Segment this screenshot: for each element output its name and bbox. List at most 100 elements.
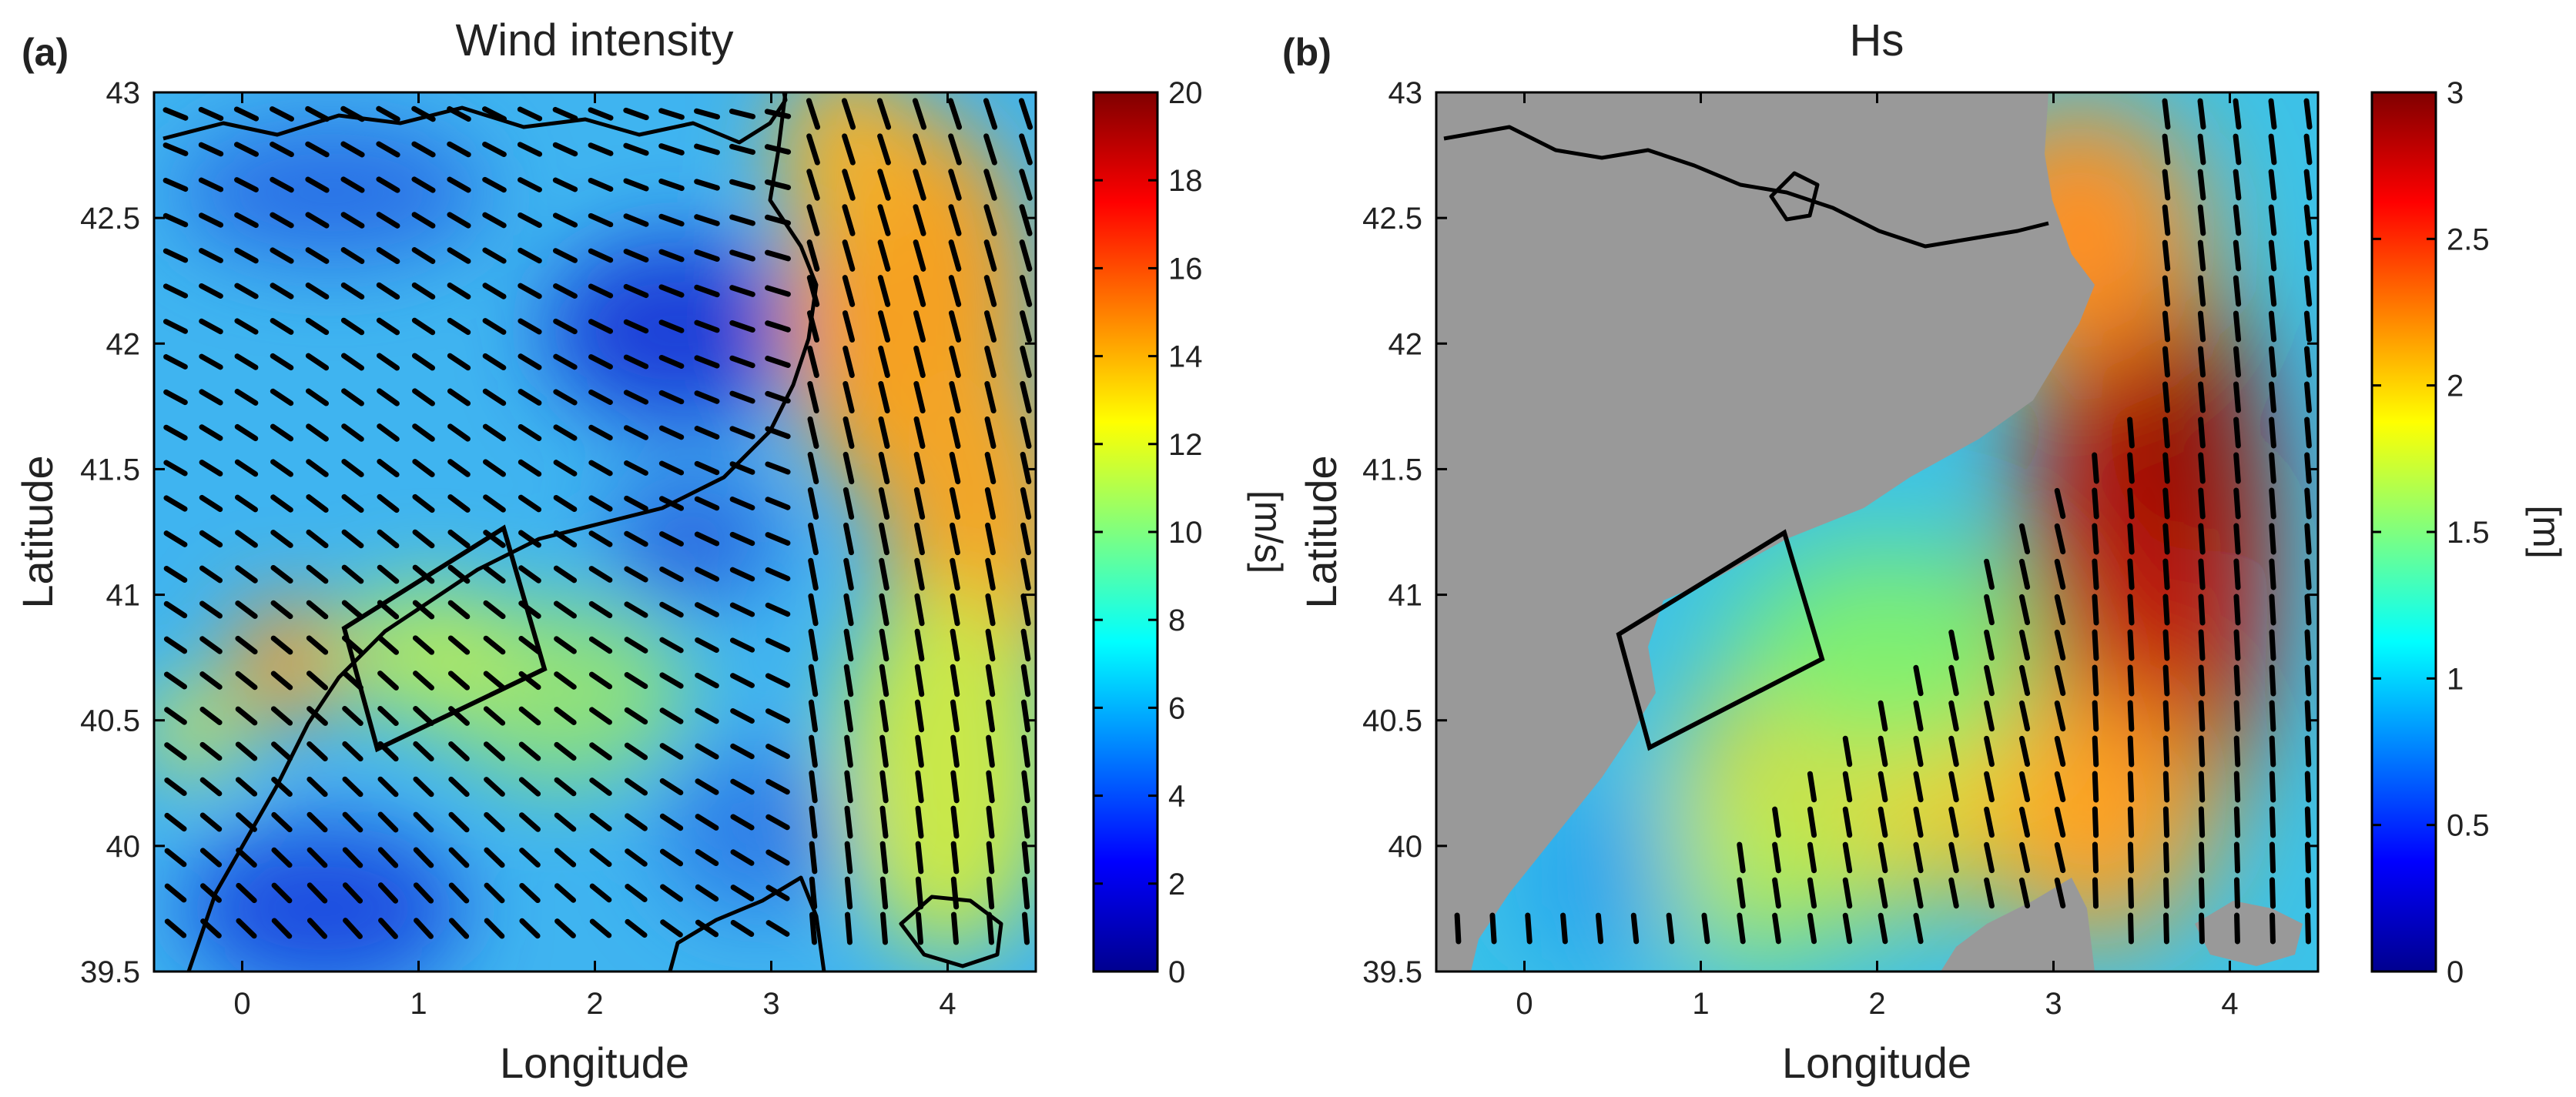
direction-arrow — [949, 451, 961, 485]
direction-arrow — [2054, 771, 2066, 803]
direction-arrow — [234, 423, 259, 442]
direction-arrow — [2303, 346, 2313, 378]
direction-arrow — [809, 911, 817, 945]
direction-arrow — [2198, 452, 2206, 484]
direction-arrow — [694, 460, 720, 476]
direction-arrow — [1022, 911, 1030, 945]
panel-b-arrows — [1454, 98, 2313, 945]
direction-arrow — [162, 142, 189, 156]
direction-arrow — [1021, 841, 1030, 875]
direction-arrow — [2269, 629, 2276, 661]
direction-arrow — [271, 777, 293, 797]
direction-arrow — [765, 637, 791, 653]
direction-arrow — [1984, 841, 1995, 874]
direction-arrow — [234, 283, 259, 299]
direction-arrow — [809, 841, 818, 875]
x-tick-label: 1 — [410, 987, 427, 1021]
direction-arrow — [1913, 877, 1924, 909]
direction-arrow — [2092, 487, 2099, 520]
direction-arrow — [553, 318, 578, 335]
direction-arrow — [2018, 735, 2031, 768]
direction-arrow — [2269, 877, 2276, 909]
direction-arrow — [659, 531, 684, 547]
direction-arrow — [1913, 735, 1924, 768]
direction-arrow — [270, 141, 294, 158]
direction-arrow — [447, 494, 471, 513]
direction-arrow — [842, 204, 856, 236]
direction-arrow — [2303, 310, 2313, 343]
direction-arrow — [235, 777, 258, 797]
direction-arrow — [589, 707, 612, 725]
direction-arrow — [2198, 629, 2206, 661]
direction-arrow — [913, 416, 926, 450]
direction-arrow — [843, 593, 854, 627]
direction-arrow — [2054, 594, 2066, 626]
direction-arrow — [163, 600, 188, 619]
direction-arrow — [448, 741, 470, 761]
direction-arrow — [341, 459, 364, 477]
direction-arrow — [447, 353, 471, 371]
direction-arrow — [270, 212, 294, 229]
direction-arrow — [588, 178, 614, 192]
direction-arrow — [413, 811, 434, 833]
direction-arrow — [2092, 452, 2099, 484]
direction-arrow — [2233, 664, 2241, 697]
direction-arrow — [765, 390, 791, 404]
direction-arrow — [2304, 877, 2312, 909]
direction-arrow — [842, 239, 856, 272]
direction-arrow — [552, 177, 578, 192]
direction-arrow — [2269, 558, 2276, 590]
direction-arrow — [518, 423, 542, 442]
direction-arrow — [1807, 877, 1817, 909]
direction-arrow — [482, 106, 507, 122]
direction-arrow — [234, 212, 259, 229]
direction-arrow — [1807, 771, 1817, 803]
colorbar-tick-label: 2 — [2447, 370, 2464, 403]
direction-arrow — [2162, 98, 2171, 130]
direction-arrow — [305, 317, 330, 336]
direction-arrow — [844, 841, 853, 875]
direction-arrow — [729, 390, 755, 404]
direction-arrow — [377, 353, 400, 371]
direction-arrow — [588, 142, 614, 156]
direction-arrow — [2303, 204, 2313, 236]
direction-arrow — [1020, 380, 1032, 414]
direction-arrow — [270, 459, 293, 477]
direction-arrow — [842, 451, 855, 485]
panel-a-ticks: 0 1 2 3 4 39.5 40 40.5 41 41.5 42 42.5 43 — [80, 76, 1036, 1021]
colorbar-tick-label: 2 — [1168, 868, 1185, 901]
direction-arrow — [448, 918, 470, 939]
direction-arrow — [2127, 416, 2135, 449]
panel-a-arrows — [162, 98, 1033, 945]
direction-arrow — [623, 107, 649, 121]
direction-arrow — [377, 564, 400, 584]
direction-arrow — [1019, 275, 1033, 307]
direction-arrow — [198, 212, 224, 228]
direction-arrow — [483, 706, 506, 726]
y-tick-label: 41 — [106, 579, 141, 613]
direction-arrow — [879, 805, 889, 839]
direction-arrow — [764, 179, 792, 191]
direction-arrow — [2162, 381, 2170, 413]
direction-arrow — [270, 247, 294, 264]
direction-arrow — [448, 811, 470, 833]
direction-arrow — [484, 777, 505, 797]
direction-arrow — [2054, 487, 2066, 520]
direction-arrow — [624, 601, 648, 618]
direction-arrow — [1913, 912, 1924, 945]
direction-arrow — [843, 557, 854, 591]
direction-arrow — [1878, 735, 1888, 768]
direction-arrow — [1984, 629, 1995, 661]
direction-arrow — [879, 699, 889, 733]
direction-arrow — [809, 805, 818, 839]
direction-arrow — [1020, 346, 1032, 378]
direction-arrow — [2018, 523, 2031, 555]
direction-arrow — [376, 282, 400, 300]
panel-a-ylabel: Latitude — [13, 455, 62, 608]
direction-arrow — [342, 847, 363, 868]
direction-arrow — [913, 487, 926, 520]
direction-arrow — [271, 918, 293, 939]
direction-arrow — [482, 423, 507, 442]
direction-arrow — [518, 494, 542, 513]
direction-arrow — [842, 487, 855, 520]
